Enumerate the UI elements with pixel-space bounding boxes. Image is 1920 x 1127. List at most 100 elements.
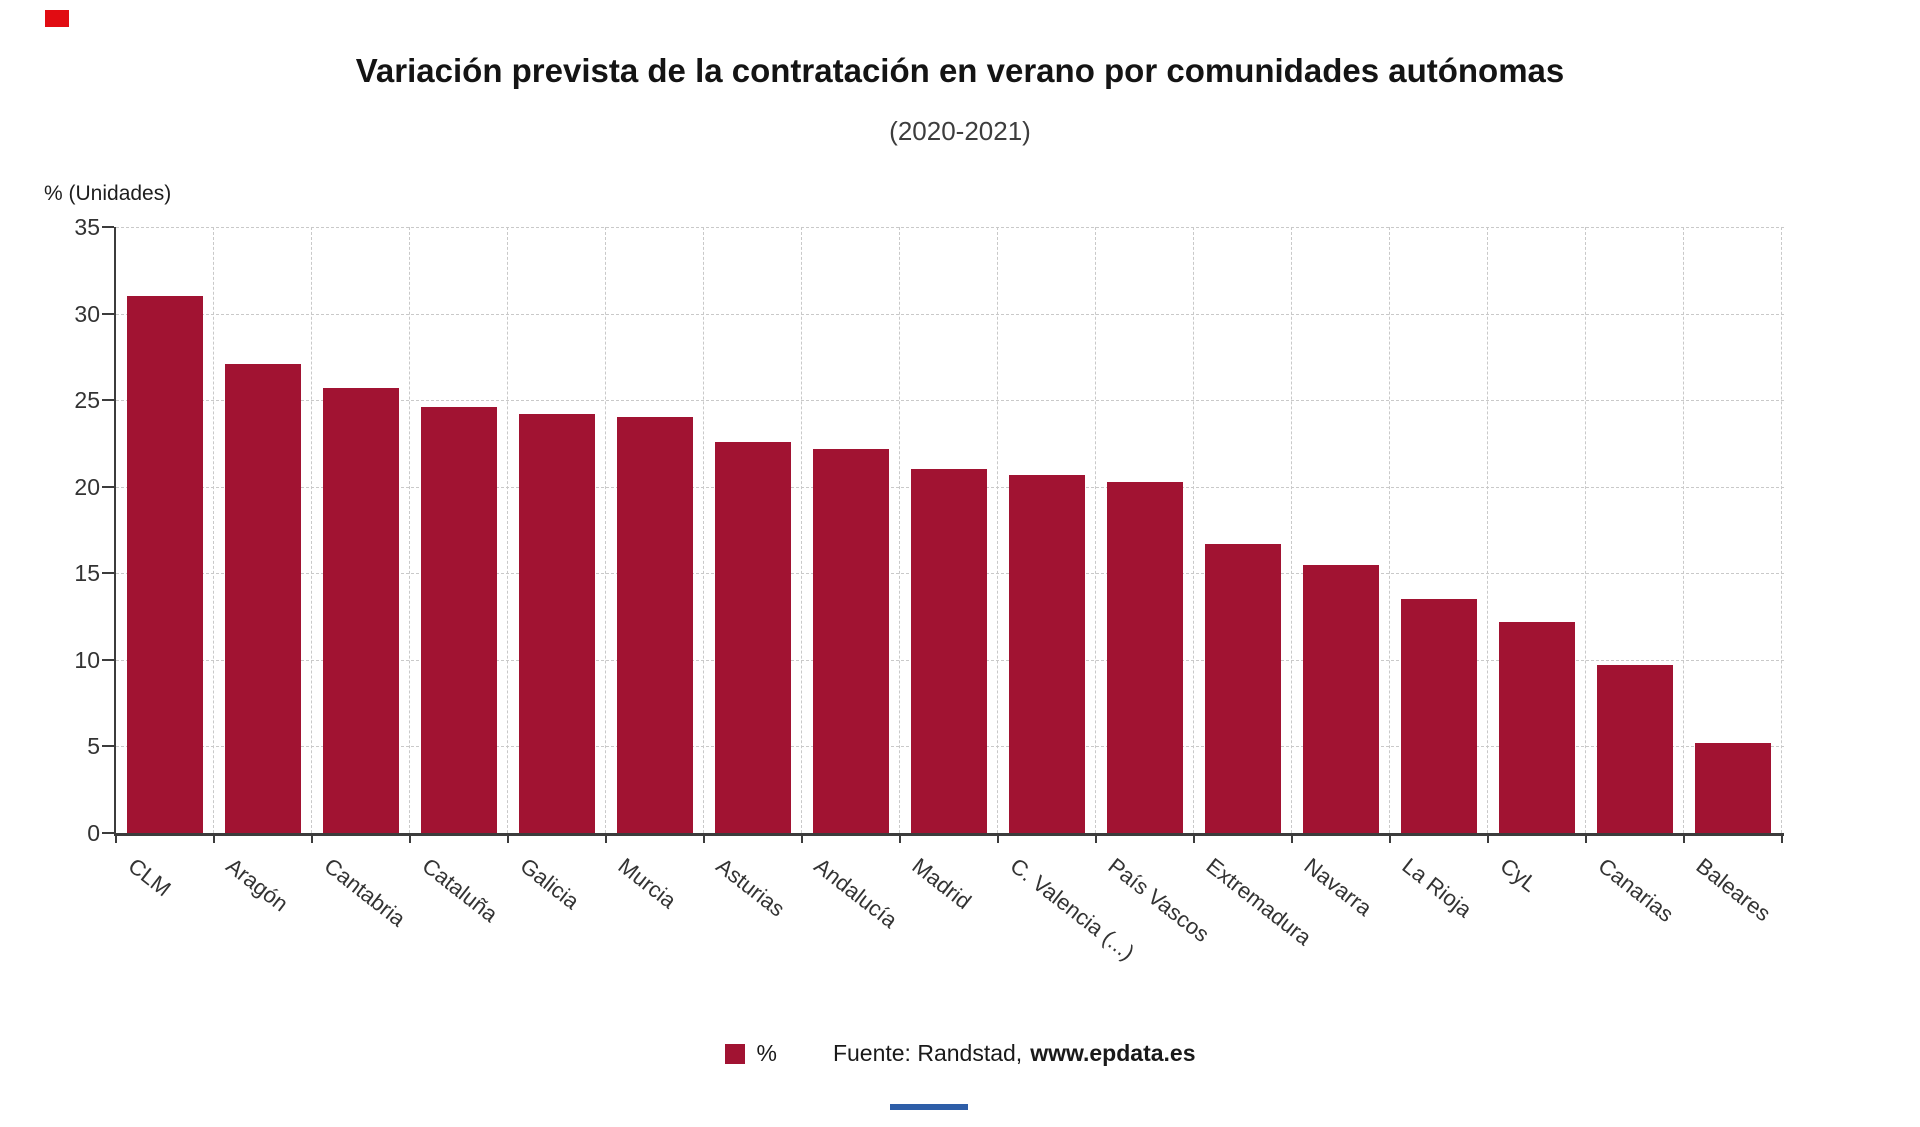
x-tick-mark — [1683, 835, 1685, 843]
source-site: www.epdata.es — [1030, 1040, 1196, 1066]
y-tick-mark — [102, 572, 114, 575]
legend-item[interactable]: % — [724, 1040, 777, 1067]
bar-Canarias[interactable] — [1597, 665, 1673, 833]
bar-CyL[interactable] — [1499, 621, 1575, 833]
bar-Murcia[interactable] — [617, 417, 693, 833]
h-gridline — [116, 400, 1784, 402]
bar-Extremadura[interactable] — [1205, 543, 1281, 833]
x-axis-label: Andalucía — [809, 853, 903, 933]
bottom-blue-bar — [890, 1104, 968, 1110]
y-tick-mark — [102, 226, 114, 228]
bar-Asturias[interactable] — [715, 441, 791, 833]
x-tick-mark — [899, 835, 901, 843]
bar-Cataluña[interactable] — [421, 407, 497, 833]
y-tick-mark — [102, 745, 114, 748]
bar-País Vascos[interactable] — [1107, 481, 1183, 833]
x-axis-label: Extremadura — [1201, 853, 1317, 951]
x-tick-mark — [1193, 835, 1195, 843]
x-axis-label: Galicia — [515, 853, 584, 915]
plot-area — [114, 227, 1784, 836]
source-text: Fuente: Randstad, www.epdata.es — [833, 1040, 1196, 1067]
v-gridline — [1291, 227, 1292, 833]
y-tick-label: 30 — [74, 300, 100, 327]
v-gridline — [1193, 227, 1194, 833]
x-tick-mark — [1095, 835, 1097, 843]
v-gridline — [213, 227, 214, 833]
x-tick-mark — [1781, 835, 1783, 843]
v-gridline — [1585, 227, 1586, 833]
v-gridline — [605, 227, 606, 833]
x-tick-mark — [801, 835, 803, 843]
chart-subtitle: (2020-2021) — [889, 116, 1031, 146]
x-axis-label: Cantabria — [319, 853, 411, 932]
legend-swatch-icon — [724, 1043, 745, 1064]
x-tick-mark — [1291, 835, 1293, 843]
bar-Aragón[interactable] — [225, 363, 301, 833]
footer: % Fuente: Randstad, www.epdata.es — [0, 1040, 1920, 1067]
x-tick-mark — [115, 835, 117, 843]
y-tick-mark — [102, 312, 114, 315]
x-tick-mark — [703, 835, 705, 843]
x-tick-mark — [1389, 835, 1391, 843]
y-tick-label: 0 — [87, 820, 100, 846]
x-axis-label: La Rioja — [1397, 853, 1477, 923]
y-tick-label: 10 — [74, 646, 100, 673]
bar-Baleares[interactable] — [1695, 742, 1771, 833]
y-tick-mark — [102, 485, 114, 488]
v-gridline — [1683, 227, 1684, 833]
bar-Navarra[interactable] — [1303, 564, 1379, 833]
y-tick-label: 5 — [87, 733, 100, 760]
x-tick-mark — [507, 835, 509, 843]
h-gridline — [116, 227, 1784, 228]
x-axis-label: Aragón — [221, 853, 293, 917]
x-axis-label: CLM — [123, 853, 176, 902]
x-axis-label: Murcia — [613, 853, 682, 914]
source-prefix: Fuente: Randstad, — [832, 1040, 1023, 1066]
v-gridline — [899, 227, 900, 833]
y-tick-mark — [102, 658, 114, 661]
x-axis-label: Cataluña — [417, 853, 503, 927]
bar-Cantabria[interactable] — [323, 388, 399, 833]
bar-Galicia[interactable] — [519, 414, 595, 833]
v-gridline — [1781, 227, 1782, 833]
v-gridline — [311, 227, 312, 833]
bar-Andalucía[interactable] — [813, 448, 889, 833]
x-tick-mark — [213, 835, 215, 843]
bar-C. Valencia (...)[interactable] — [1009, 474, 1085, 833]
x-axis-label: Navarra — [1299, 853, 1377, 921]
y-tick-mark — [102, 399, 114, 402]
h-gridline — [116, 313, 1784, 315]
x-tick-mark — [605, 835, 607, 843]
y-tick-mark — [102, 832, 114, 834]
y-axis-title: % (Unidades) — [44, 182, 172, 205]
chart-title: Variación prevista de la contratación en… — [355, 52, 1565, 89]
x-axis-label: CyL — [1495, 853, 1542, 897]
x-axis-label: Madrid — [907, 853, 976, 915]
v-gridline — [1487, 227, 1488, 833]
x-axis-label: Canarias — [1593, 853, 1679, 927]
v-gridline — [409, 227, 410, 833]
x-tick-mark — [311, 835, 313, 843]
v-gridline — [1389, 227, 1390, 833]
bar-CLM[interactable] — [127, 296, 203, 833]
x-tick-mark — [409, 835, 411, 843]
y-tick-label: 35 — [74, 214, 100, 240]
v-gridline — [801, 227, 802, 833]
x-tick-mark — [997, 835, 999, 843]
y-tick-label: 15 — [74, 560, 100, 587]
bar-Madrid[interactable] — [911, 469, 987, 833]
x-axis-label: Baleares — [1691, 853, 1776, 927]
bar-La Rioja[interactable] — [1401, 599, 1477, 833]
brand-mark — [45, 10, 69, 27]
y-tick-label: 25 — [74, 387, 100, 414]
legend-label: % — [756, 1040, 777, 1066]
y-tick-label: 20 — [74, 473, 100, 500]
v-gridline — [703, 227, 704, 833]
x-axis-label: Asturias — [711, 853, 790, 922]
v-gridline — [507, 227, 508, 833]
v-gridline — [1095, 227, 1096, 833]
x-tick-mark — [1487, 835, 1489, 843]
x-tick-mark — [1585, 835, 1587, 843]
v-gridline — [997, 227, 998, 833]
